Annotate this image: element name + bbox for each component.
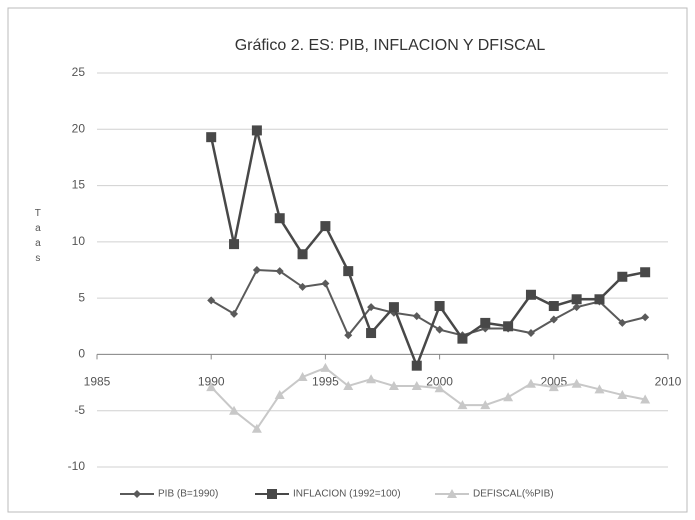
x-tick-label: 1990 (198, 375, 225, 389)
data-point (594, 384, 605, 394)
data-point (641, 313, 650, 322)
data-point (298, 282, 307, 291)
data-point (434, 301, 445, 312)
data-point (320, 362, 331, 372)
y-tick-label: -10 (68, 459, 86, 473)
data-point (367, 303, 376, 312)
data-point (320, 221, 331, 232)
data-point (480, 317, 491, 328)
data-point (366, 328, 377, 339)
chart-title: Gráfico 2. ES: PIB, INFLACION Y DFISCAL (235, 37, 546, 54)
data-point (411, 380, 422, 390)
data-point (640, 394, 651, 404)
data-point (548, 301, 559, 312)
y-tick-label: 5 (78, 290, 85, 304)
data-point (457, 400, 468, 410)
series-line (210, 366, 646, 431)
data-point (297, 249, 308, 260)
data-point (618, 318, 627, 327)
data-point (251, 423, 262, 433)
legend-label: PIB (B=1990) (158, 489, 218, 500)
data-point (435, 325, 444, 334)
data-point (571, 294, 582, 305)
data-point (206, 132, 217, 143)
data-point (297, 371, 308, 381)
x-tick-label: 1985 (84, 375, 111, 389)
data-point (411, 360, 422, 371)
data-point (343, 380, 354, 390)
legend-marker (447, 489, 457, 498)
data-point (640, 267, 651, 278)
data-point (251, 125, 262, 136)
data-point (525, 289, 536, 300)
data-point (434, 383, 445, 393)
y-tick-label: -5 (74, 403, 85, 417)
data-point (457, 333, 468, 344)
y-tick-label: 20 (72, 121, 86, 135)
legend-marker (267, 489, 277, 499)
data-point (480, 400, 491, 410)
data-point (274, 389, 285, 399)
data-point (229, 239, 240, 250)
data-point (229, 405, 240, 415)
data-point (344, 331, 353, 340)
data-point (207, 296, 216, 305)
y-axis-label: Taas (32, 208, 43, 268)
data-point (549, 315, 558, 324)
data-point (503, 321, 514, 332)
legend-label: INFLACION (1992=100) (293, 489, 401, 500)
x-tick-label: 2000 (426, 375, 453, 389)
y-tick-label: 25 (72, 65, 86, 79)
data-point (617, 389, 628, 399)
data-point (252, 266, 261, 274)
data-point (321, 279, 330, 288)
y-tick-label: 15 (72, 178, 86, 192)
data-point (525, 378, 536, 388)
data-point (617, 271, 628, 282)
data-point (343, 266, 354, 277)
data-point (388, 302, 399, 313)
data-point (572, 303, 581, 312)
data-point (366, 374, 377, 384)
data-point (274, 213, 285, 224)
data-point (503, 392, 514, 402)
data-point (206, 382, 217, 392)
data-point (526, 329, 535, 338)
y-tick-label: 10 (72, 234, 86, 248)
data-point (594, 294, 605, 305)
legend-marker (133, 490, 141, 498)
chart-frame (7, 7, 688, 513)
data-point (548, 382, 559, 392)
y-tick-label: 0 (78, 347, 85, 361)
data-point (388, 380, 399, 390)
data-point (230, 309, 239, 318)
x-tick-label: 1995 (312, 375, 339, 389)
data-point (275, 267, 284, 276)
x-tick-label: 2010 (655, 375, 682, 389)
legend-label: DEFISCAL(%PIB) (473, 489, 554, 500)
data-point (571, 378, 582, 388)
data-point (412, 312, 421, 321)
series-line (210, 268, 646, 338)
